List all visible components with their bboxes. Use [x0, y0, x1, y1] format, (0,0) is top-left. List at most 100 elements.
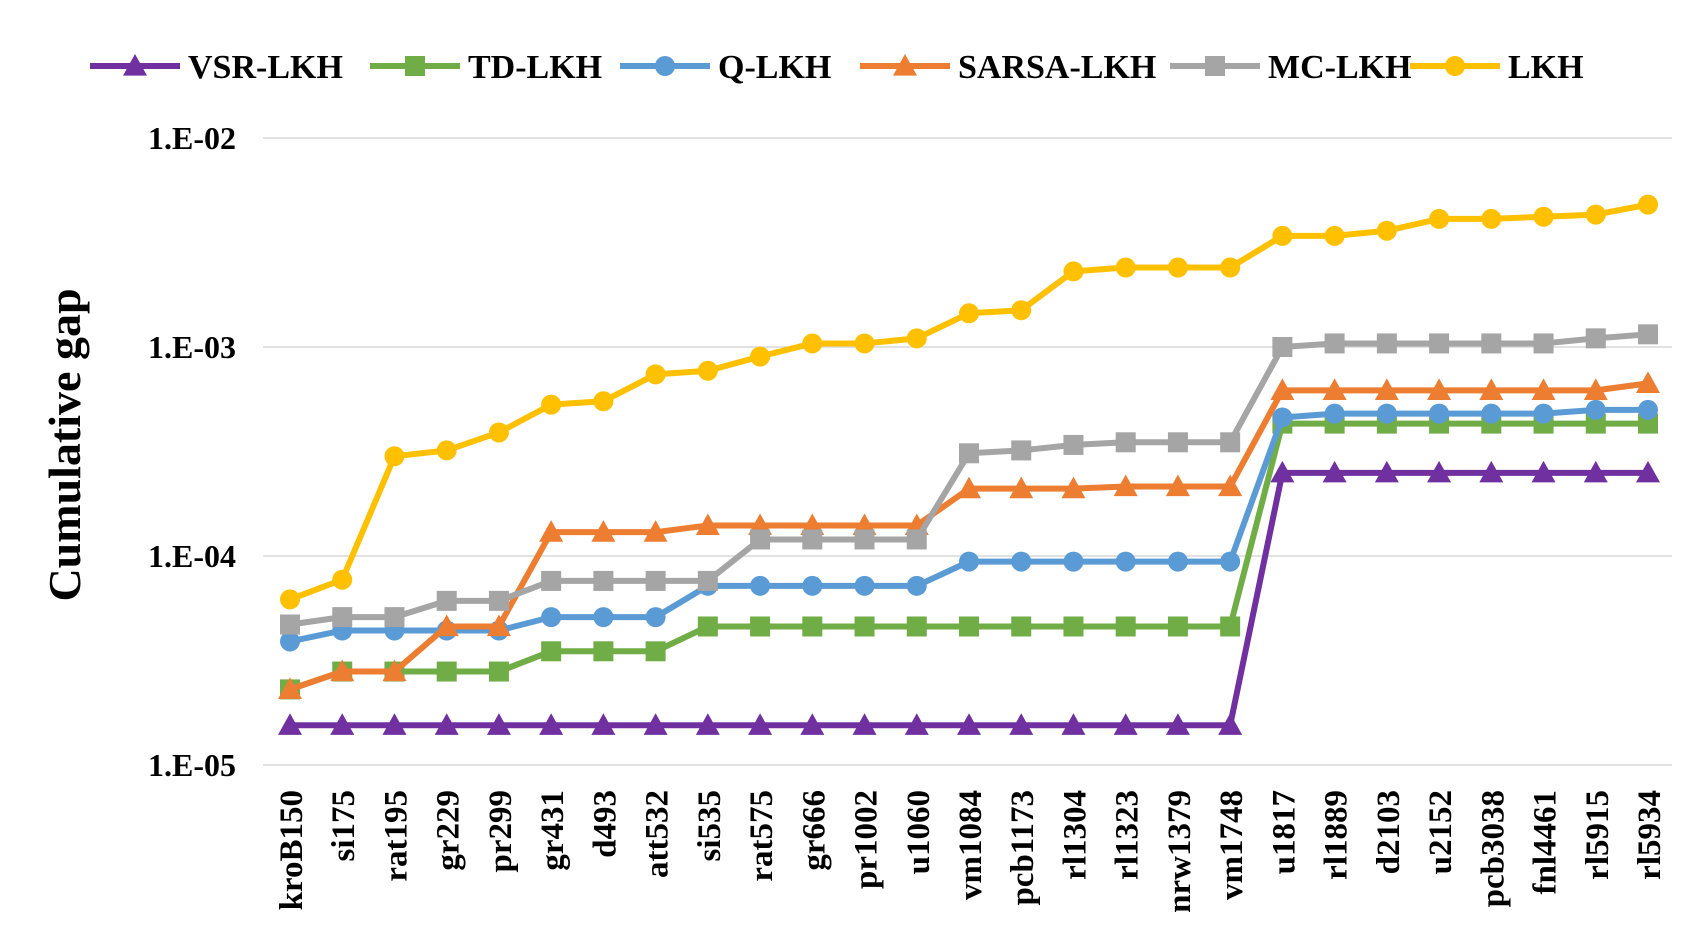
y-tick-label: 1.E-04: [148, 538, 236, 574]
data-point-q-lkh: [1481, 403, 1502, 424]
data-point-td-lkh: [541, 641, 562, 662]
data-point-lkh: [906, 328, 927, 349]
legend-swatch-marker: [655, 56, 675, 76]
x-tick-label: rl5934: [1632, 790, 1668, 880]
data-point-mc-lkh: [750, 529, 771, 550]
data-point-td-lkh: [802, 616, 823, 637]
data-point-vsr-lkh: [904, 713, 929, 735]
data-point-lkh: [1220, 257, 1241, 278]
data-point-mc-lkh: [1063, 434, 1084, 455]
data-point-q-lkh: [959, 551, 979, 572]
data-point-td-lkh: [1585, 413, 1606, 434]
legend-label: SARSA-LKH: [958, 49, 1156, 86]
x-tick-label: nrw1379: [1162, 790, 1198, 913]
data-point-lkh: [697, 360, 718, 381]
legend-label: Q-LKH: [718, 49, 831, 86]
series-layer: [278, 194, 1660, 735]
data-point-sarsa-lkh: [695, 513, 720, 536]
legend-swatch-marker: [1205, 56, 1225, 76]
legend-item-td-lkh: TD-LKH: [370, 49, 602, 86]
data-point-q-lkh: [645, 607, 666, 628]
data-point-lkh: [854, 333, 875, 354]
x-tick-label: vm1084: [953, 790, 989, 900]
data-point-td-lkh: [645, 641, 666, 662]
data-point-sarsa-lkh: [1009, 476, 1034, 499]
x-axis-ticks: kroB150 si175 rat195 gr229 pr299 gr431 d493 att…: [274, 790, 1668, 913]
data-point-mc-lkh: [280, 614, 300, 635]
data-point-sarsa-lkh: [957, 476, 981, 499]
x-tick-label: att532: [640, 790, 676, 878]
series-mc-lkh: [280, 324, 1658, 635]
data-point-mc-lkh: [1481, 333, 1502, 354]
legend-item-vsr-lkh: VSR-LKH: [90, 49, 343, 86]
x-tick-label: d2103: [1371, 790, 1407, 874]
data-point-lkh: [1429, 208, 1450, 229]
data-point-q-lkh: [1429, 403, 1450, 424]
data-point-vsr-lkh: [1583, 460, 1608, 483]
data-point-td-lkh: [1063, 616, 1084, 637]
data-point-q-lkh: [1063, 551, 1084, 572]
data-point-q-lkh: [854, 575, 875, 596]
data-point-sarsa-lkh: [1218, 474, 1243, 497]
data-point-vsr-lkh: [591, 713, 616, 735]
data-point-vsr-lkh: [382, 713, 407, 735]
data-point-sarsa-lkh: [1531, 378, 1556, 400]
data-point-sarsa-lkh: [1113, 474, 1138, 497]
x-tick-label: pr299: [483, 790, 519, 873]
x-tick-label: rl1304: [1057, 790, 1093, 880]
data-point-lkh: [541, 394, 562, 415]
data-point-sarsa-lkh: [1583, 378, 1608, 400]
x-tick-label: fnl4461: [1528, 790, 1564, 895]
data-point-q-lkh: [593, 607, 614, 628]
x-tick-label: u2152: [1423, 790, 1459, 874]
data-point-lkh: [332, 569, 353, 590]
data-point-lkh: [1481, 208, 1502, 229]
data-point-sarsa-lkh: [278, 677, 302, 699]
data-point-lkh: [959, 303, 979, 324]
data-point-mc-lkh: [1324, 333, 1345, 354]
data-point-vsr-lkh: [1374, 460, 1399, 483]
y-tick-label: 1.E-05: [148, 747, 236, 783]
data-point-mc-lkh: [332, 607, 353, 628]
data-point-sarsa-lkh: [591, 520, 616, 542]
data-point-lkh: [645, 364, 666, 385]
data-point-td-lkh: [1011, 616, 1032, 637]
data-point-vsr-lkh: [1165, 713, 1190, 735]
data-point-vsr-lkh: [1427, 460, 1452, 483]
data-point-vsr-lkh: [1061, 713, 1086, 735]
data-point-td-lkh: [593, 641, 614, 662]
data-point-sarsa-lkh: [1427, 378, 1452, 400]
series-q-lkh: [280, 399, 1658, 652]
x-tick-label: vm1748: [1214, 790, 1250, 900]
y-tick-label: 1.E-03: [148, 329, 236, 365]
data-point-mc-lkh: [1533, 333, 1554, 354]
data-point-sarsa-lkh: [1061, 476, 1086, 499]
y-axis-label: Cumulative gap: [39, 288, 90, 601]
data-point-lkh: [1324, 225, 1345, 246]
data-point-td-lkh: [1220, 616, 1241, 637]
data-point-lkh: [750, 346, 771, 367]
data-point-td-lkh: [488, 661, 509, 682]
data-point-mc-lkh: [541, 570, 562, 591]
series-vsr-lkh: [278, 460, 1660, 735]
data-point-q-lkh: [802, 575, 823, 596]
data-point-sarsa-lkh: [434, 614, 459, 637]
data-point-td-lkh: [1638, 413, 1658, 434]
data-point-q-lkh: [1220, 551, 1241, 572]
data-point-sarsa-lkh: [1270, 378, 1295, 400]
data-point-sarsa-lkh: [486, 614, 511, 637]
legend-label: TD-LKH: [468, 49, 602, 86]
data-point-vsr-lkh: [278, 713, 302, 735]
data-point-vsr-lkh: [1636, 460, 1660, 483]
legend-swatch-marker: [1445, 56, 1465, 76]
data-point-sarsa-lkh: [330, 659, 355, 682]
data-point-vsr-lkh: [852, 713, 877, 735]
data-point-vsr-lkh: [434, 713, 459, 735]
data-point-vsr-lkh: [800, 713, 825, 735]
y-tick-label: 1.E-02: [148, 120, 236, 156]
x-tick-label: pcb3038: [1475, 790, 1511, 907]
data-point-td-lkh: [854, 616, 875, 637]
data-point-mc-lkh: [384, 607, 405, 628]
legend-label: MC-LKH: [1268, 49, 1412, 86]
